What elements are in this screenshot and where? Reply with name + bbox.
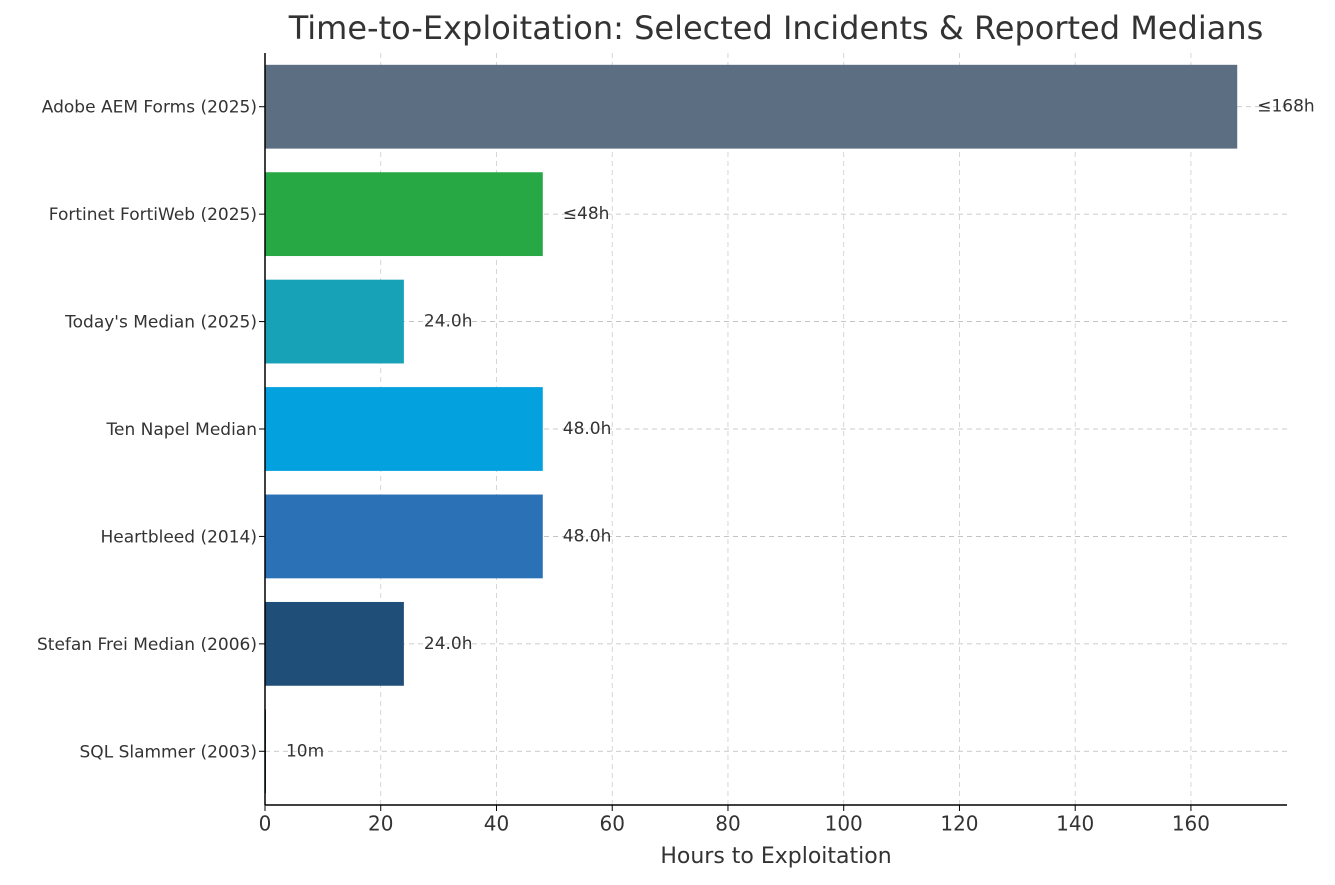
x-axis-label: Hours to Exploitation: [660, 844, 891, 869]
value-label: 24.0h: [424, 312, 473, 332]
bar: [265, 601, 404, 686]
value-label: 10m: [286, 741, 324, 761]
y-tick-label: Fortinet FortiWeb (2025): [49, 205, 257, 225]
y-tick-label: SQL Slammer (2003): [80, 742, 257, 762]
x-tick-label: 0: [259, 812, 272, 836]
chart-title: Time-to-Exploitation: Selected Incidents…: [288, 9, 1264, 47]
y-tick-label: Ten Napel Median: [106, 420, 257, 440]
x-tick-label: 80: [715, 812, 740, 836]
x-tick-label: 20: [368, 812, 393, 836]
bar: [265, 279, 404, 364]
value-label: 48.0h: [563, 419, 612, 439]
y-tick-label: Stefan Frei Median (2006): [37, 635, 257, 655]
value-label: 48.0h: [563, 526, 612, 546]
x-tick-label: 100: [825, 812, 863, 836]
y-tick-label: Today's Median (2025): [64, 313, 257, 333]
y-tick-label: Adobe AEM Forms (2025): [42, 98, 257, 118]
x-tick-label: 160: [1172, 812, 1210, 836]
y-tick-label: Heartbleed (2014): [101, 527, 257, 547]
x-tick-label: 140: [1056, 812, 1094, 836]
bar: [265, 387, 543, 471]
value-label: ≤168h: [1257, 97, 1314, 117]
bar: [265, 64, 1238, 149]
value-label: ≤48h: [563, 204, 610, 224]
bar: [265, 494, 543, 579]
bar: [265, 172, 543, 257]
x-tick-label: 40: [484, 812, 509, 836]
value-label: 24.0h: [424, 634, 473, 654]
x-tick-label: 120: [940, 812, 978, 836]
x-tick-label: 60: [599, 812, 624, 836]
